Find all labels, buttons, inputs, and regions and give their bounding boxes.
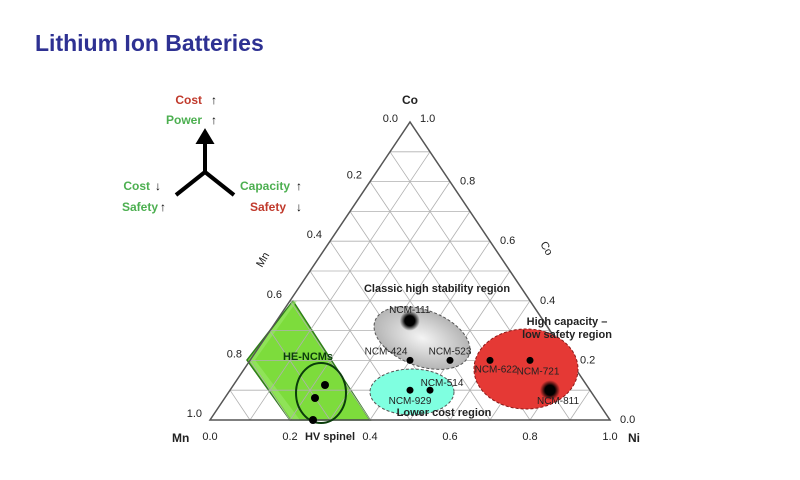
left-axis-title: Mn [254, 250, 272, 269]
data-point [404, 315, 415, 326]
stability-region [373, 306, 471, 370]
apex-label: Co [402, 93, 418, 107]
right-axis-title: Co [537, 240, 554, 258]
data-point-label: NCM-622 [475, 364, 518, 375]
spinel-label: HV spinel [305, 431, 355, 443]
grid-line-mn [289, 300, 371, 421]
legend-top-2: Power [166, 113, 202, 127]
bottom-tick: 1.0 [602, 431, 617, 443]
data-point-label: NCM-929 [389, 396, 432, 407]
mn-corner-label: Mn [172, 431, 189, 445]
arrow-up-icon: ↑ [160, 200, 166, 214]
legend-left-2: Safety [122, 200, 158, 214]
apex-tick: 1.0 [420, 113, 435, 125]
grid-line-mn [229, 389, 251, 421]
hv-spinel-circle [295, 362, 347, 424]
property-legend: Cost ↑ Power ↑ Cost ↓ Safety ↑ Capacity … [122, 93, 302, 214]
grid-line-ni [569, 389, 591, 421]
page-title: Lithium Ion Batteries [35, 30, 264, 56]
legend-left-1: Cost [123, 179, 150, 193]
right-tick: 0.0 [620, 414, 635, 426]
data-point-label: NCM-424 [365, 346, 408, 357]
right-tick: 0.8 [460, 176, 475, 188]
data-point [446, 356, 454, 364]
bottom-tick: 0.0 [202, 431, 217, 443]
left-tick: 0.8 [227, 348, 242, 360]
data-point-label: NCM-111 [389, 305, 431, 316]
data-point-label: NCM-721 [517, 366, 560, 377]
legend-right-2: Safety [250, 200, 286, 214]
arrow-up-icon: ↑ [296, 179, 302, 193]
grid-line-ni [249, 151, 431, 421]
arrow-down-icon: ↓ [296, 200, 302, 214]
data-point [526, 356, 534, 364]
data-point [545, 385, 555, 396]
he-ncm-label: HE-NCMs [283, 351, 333, 363]
left-tick: 1.0 [187, 408, 202, 420]
arrow-down-icon: ↓ [155, 179, 161, 193]
left-tick: 0.6 [267, 289, 282, 301]
left-tick: 0.4 [307, 229, 322, 241]
bottom-tick: 0.4 [362, 431, 377, 443]
arrow-up-icon: ↑ [211, 113, 217, 127]
stability-label: Classic high stability region [364, 283, 510, 295]
apex-tick: 0.0 [383, 113, 398, 125]
triangle-outline [208, 120, 612, 421]
he-ncm-points [309, 381, 329, 424]
data-point [406, 386, 414, 394]
data-point [406, 356, 414, 364]
bottom-tick: 0.6 [442, 431, 457, 443]
bottom-tick: 0.8 [522, 431, 537, 443]
right-tick: 0.6 [500, 235, 515, 247]
data-point [486, 356, 494, 364]
three-way-arrow-icon [174, 128, 236, 197]
legend-right-1: Capacity [240, 179, 290, 193]
capacity-label-2: low safety region [522, 329, 612, 341]
lowcost-label: Lower cost region [397, 407, 492, 419]
grid-line-mn [249, 360, 291, 421]
ni-corner-label: Ni [628, 431, 640, 445]
data-point-label: NCM-811 [537, 396, 579, 407]
legend-top-1: Cost [175, 93, 202, 107]
bottom-tick: 0.2 [282, 431, 297, 443]
left-tick: 0.2 [347, 170, 362, 182]
right-tick: 0.4 [540, 295, 555, 307]
data-point-label: NCM-514 [421, 378, 464, 389]
data-point-label: NCM-523 [429, 346, 472, 357]
arrow-up-icon: ↑ [211, 93, 217, 107]
capacity-label-1: High capacity – [527, 316, 608, 328]
right-tick: 0.2 [580, 354, 595, 366]
data-point [426, 386, 434, 394]
